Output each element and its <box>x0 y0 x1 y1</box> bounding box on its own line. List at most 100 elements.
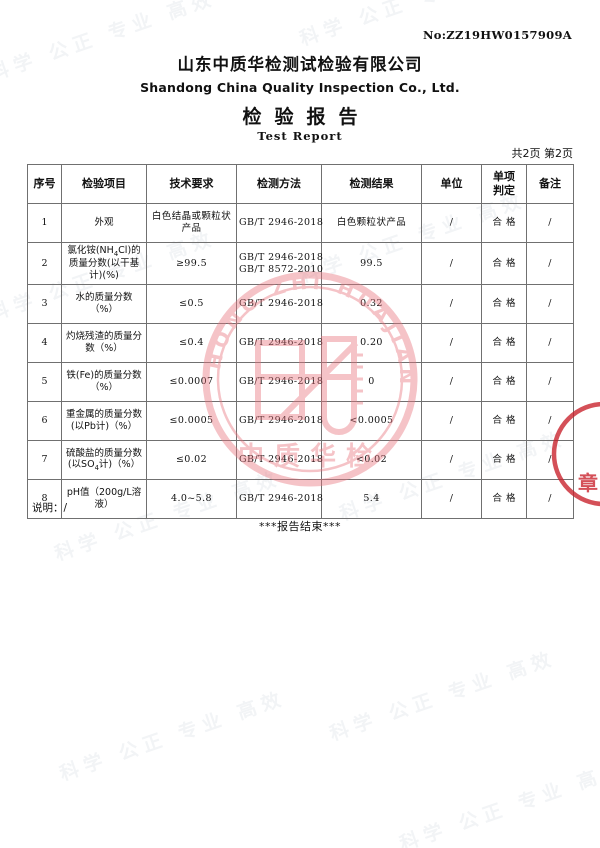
cell-method: GB/T 2946-2018 <box>236 362 324 403</box>
column-header-spec: 技术要求 <box>146 164 237 204</box>
cell-no: 1 <box>27 203 62 243</box>
cell-item: 铁(Fe)的质量分数（%） <box>61 362 147 403</box>
table-row: 4 灼烧残渣的质量分数（%） ≤0.4 GB/T 2946-2018 0.20/合格 / <box>27 323 574 364</box>
cell-no: 3 <box>27 284 62 325</box>
cell-no: 6 <box>27 401 62 442</box>
table-row: 8 pH值（200g/L溶液） 4.0~5.8 GB/T 2946-2018 5.4/合… <box>27 479 574 520</box>
cell-unit: / <box>421 203 482 243</box>
cell-method: GB/T 2946-2018 <box>236 479 324 520</box>
cell-no: 4 <box>27 323 62 364</box>
cell-item: 水的质量分数（%） <box>61 284 147 325</box>
cell-remark: / <box>526 323 574 364</box>
cell-method: GB/T 2946-2018 <box>236 203 324 243</box>
cell-spec: ≤0.02 <box>146 440 237 481</box>
table-body: 1 外观 白色结晶或颗粒状产品 GB/T 2946-2018 白色颗粒状产品 / 合格/2 氯… <box>27 203 574 520</box>
column-header-unit: 单位 <box>421 164 482 204</box>
cell-unit: / <box>421 479 482 520</box>
cell-method: GB/T 2946-2018 GB/T 8572-2010 <box>236 241 324 286</box>
cell-no: 2 <box>27 241 62 286</box>
cell-remark: / <box>526 203 574 243</box>
cell-result: 0.20 <box>321 323 422 364</box>
end-of-report-marker: ***报告结束*** <box>259 520 341 533</box>
note-label: 说明：/ <box>32 502 68 514</box>
table-row: 7 硫酸盐的质量分数(以SO4计)（%） ≤0.02 GB/T 2946-2018 <0… <box>27 440 574 481</box>
cell-verdict: 合格 <box>481 284 527 325</box>
cell-item: 硫酸盐的质量分数(以SO4计)（%） <box>61 440 147 481</box>
cell-spec: 4.0~5.8 <box>146 479 237 520</box>
method-standard: GB/T 2946-2018 <box>239 337 324 349</box>
cell-verdict: 合格 <box>481 203 527 243</box>
table-row: 6 重金属的质量分数(以Pb计)（%） ≤0.0005 GB/T 2946-2018 <… <box>27 401 574 442</box>
cell-spec: ≥99.5 <box>146 241 237 286</box>
cell-spec: ≤0.4 <box>146 323 237 364</box>
table-row: 5 铁(Fe)的质量分数（%） ≤0.0007 GB/T 2946-2018 0/合格 / <box>27 362 574 403</box>
cell-spec: ≤0.0007 <box>146 362 237 403</box>
column-header-result: 检测结果 <box>321 164 422 204</box>
cell-verdict: 合格 <box>481 401 527 442</box>
cell-remark: / <box>526 284 574 325</box>
cell-item: 重金属的质量分数(以Pb计)（%） <box>61 401 147 442</box>
page-count-label: 共2页 第2页 <box>511 147 574 160</box>
cell-verdict: 合格 <box>481 362 527 403</box>
column-header-no: 序号 <box>27 164 62 204</box>
column-header-verdict-line2: 判定 <box>493 184 515 197</box>
cell-unit: / <box>421 440 482 481</box>
company-name-english: Shandong China Quality Inspection Co., L… <box>140 80 460 95</box>
method-standard: GB/T 2946-2018 <box>239 493 324 505</box>
cell-verdict: 合格 <box>481 241 527 286</box>
table-row: 3 水的质量分数（%） ≤0.5 GB/T 2946-2018 0.32/合格 / <box>27 284 574 325</box>
page-title: 检验报告 <box>242 106 371 128</box>
company-name-chinese: 山东中质华检测试检验有限公司 <box>177 55 423 74</box>
column-header-verdict: 单项 判定 <box>481 164 527 204</box>
cell-unit: / <box>421 362 482 403</box>
method-standard: GB/T 8572-2010 <box>239 263 324 275</box>
method-standard: GB/T 2946-2018 <box>239 251 324 263</box>
cell-spec: ≤0.0005 <box>146 401 237 442</box>
cell-result: 白色颗粒状产品 <box>321 203 422 243</box>
cell-item: 外观 <box>61 203 147 243</box>
cell-result: 5.4 <box>321 479 422 520</box>
cell-remark: / <box>526 440 574 481</box>
cell-item: 灼烧残渣的质量分数（%） <box>61 323 147 364</box>
method-standard: GB/T 2946-2018 <box>239 376 324 388</box>
cell-unit: / <box>421 401 482 442</box>
cell-no: 7 <box>27 440 62 481</box>
report-number: No:ZZ19HW0157909A <box>422 28 572 42</box>
cell-verdict: 合格 <box>481 440 527 481</box>
cell-remark: / <box>526 479 574 520</box>
test-results-table: 序号 检验项目 技术要求 检测方法 检测结果 单位 单项 判定 备注 1 外观 白色… <box>27 164 574 520</box>
page-title-english: Test Report <box>257 129 343 143</box>
cell-spec: ≤0.5 <box>146 284 237 325</box>
test-results-table-wrapper: 序号 检验项目 技术要求 检测方法 检测结果 单位 单项 判定 备注 1 外观 白色… <box>27 164 574 520</box>
cell-unit: / <box>421 241 482 286</box>
method-standard: GB/T 2946-2018 <box>239 217 324 229</box>
cell-verdict: 合格 <box>481 323 527 364</box>
cell-no: 5 <box>27 362 62 403</box>
cell-spec: 白色结晶或颗粒状产品 <box>146 203 237 243</box>
cell-result: 0.32 <box>321 284 422 325</box>
table-header-row: 序号 检验项目 技术要求 检测方法 检测结果 单位 单项 判定 备注 <box>27 164 574 204</box>
method-standard: GB/T 2946-2018 <box>239 298 324 310</box>
cell-result: <0.0005 <box>321 401 422 442</box>
cell-no: 8 <box>27 479 62 520</box>
cell-method: GB/T 2946-2018 <box>236 323 324 364</box>
column-header-verdict-line1: 单项 <box>493 170 515 184</box>
column-header-method: 检测方法 <box>236 164 322 204</box>
cell-remark: / <box>526 362 574 403</box>
cell-result: 0 <box>321 362 422 403</box>
cell-item: 氯化铵(NH4Cl)的质量分数(以干基计)(%) <box>61 241 147 286</box>
table-row: 1 外观 白色结晶或颗粒状产品 GB/T 2946-2018 白色颗粒状产品 / 合格 / <box>27 203 574 243</box>
cell-item: pH值（200g/L溶液） <box>61 479 147 520</box>
method-standard: GB/T 2946-2018 <box>239 415 324 427</box>
cell-result: 99.5 <box>321 241 422 286</box>
method-standard: GB/T 2946-2018 <box>239 454 324 466</box>
cell-method: GB/T 2946-2018 <box>236 440 324 481</box>
column-header-item: 检验项目 <box>61 164 147 204</box>
cell-method: GB/T 2946-2018 <box>236 401 324 442</box>
cell-method: GB/T 2946-2018 <box>236 284 324 325</box>
column-header-remark: 备注 <box>526 164 574 204</box>
cell-verdict: 合格 <box>481 479 527 520</box>
table-row: 2 氯化铵(NH4Cl)的质量分数(以干基计)(%) ≥99.5 GB/T 2946-… <box>27 241 574 286</box>
cell-unit: / <box>421 284 482 325</box>
